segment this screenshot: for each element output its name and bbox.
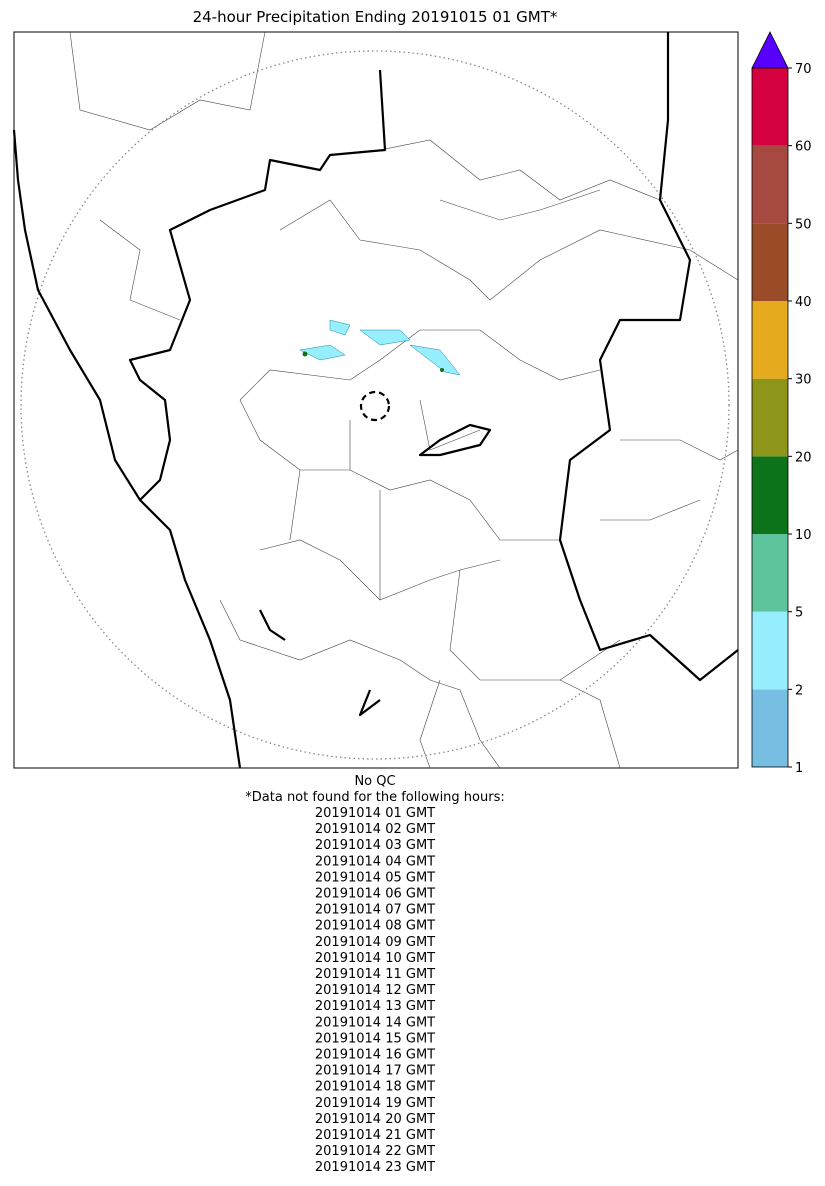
colorbar-tick-label: 30: [795, 373, 812, 388]
map: [12, 31, 739, 769]
missing-hour: 20191014 20 GMT: [315, 1112, 435, 1127]
colorbar-segment: [752, 534, 788, 612]
missing-hour: 20191014 18 GMT: [315, 1080, 435, 1095]
colorbar: 1 2 5 10 20 30 40 50 60 70: [751, 31, 812, 776]
colorbar-segment: [752, 301, 788, 379]
colorbar-tick-label: 2: [795, 683, 803, 698]
missing-hour: 20191014 17 GMT: [315, 1064, 435, 1079]
colorbar-tick-label: 1: [795, 761, 803, 776]
colorbar-tick-label: 10: [795, 528, 812, 543]
colorbar-tick-label: 60: [795, 140, 812, 155]
colorbar-segment: [752, 378, 788, 457]
missing-hour: 20191014 19 GMT: [315, 1096, 435, 1111]
missing-hour: 20191014 15 GMT: [315, 1031, 435, 1046]
missing-hour: 20191014 06 GMT: [315, 887, 435, 902]
missing-hour: 20191014 12 GMT: [315, 983, 435, 998]
colorbar-tick-label: 20: [795, 450, 812, 465]
missing-hour: 20191014 09 GMT: [315, 935, 435, 950]
missing-note: *Data not found for the following hours:: [245, 790, 504, 805]
missing-hour: 20191014 22 GMT: [315, 1144, 435, 1159]
footer: No QC *Data not found for the following …: [245, 774, 504, 1175]
missing-hour: 20191014 11 GMT: [315, 967, 435, 982]
colorbar-segment: [752, 145, 788, 224]
colorbar-segment: [752, 689, 788, 767]
missing-hour: 20191014 05 GMT: [315, 870, 435, 885]
missing-hour: 20191014 04 GMT: [315, 854, 435, 869]
missing-hour: 20191014 21 GMT: [315, 1128, 435, 1143]
missing-hour: 20191014 13 GMT: [315, 999, 435, 1014]
map-title: 24-hour Precipitation Ending 20191015 01…: [193, 8, 558, 26]
missing-hour: 20191014 03 GMT: [315, 838, 435, 853]
missing-hour: 20191014 07 GMT: [315, 903, 435, 918]
colorbar-tick-label: 70: [795, 62, 812, 77]
missing-hour: 20191014 10 GMT: [315, 951, 435, 966]
qc-note: No QC: [354, 774, 395, 789]
missing-hour: 20191014 23 GMT: [315, 1160, 435, 1175]
colorbar-frame: [751, 67, 789, 768]
missing-hour: 20191014 01 GMT: [315, 806, 435, 821]
colorbar-extend: [751, 31, 789, 69]
missing-hour: 20191014 16 GMT: [315, 1048, 435, 1063]
missing-hour: 20191014 14 GMT: [315, 1015, 435, 1030]
colorbar-segment: [752, 223, 788, 301]
missing-hour: 20191014 02 GMT: [315, 822, 435, 837]
colorbar-segment: [752, 611, 788, 690]
colorbar-tick-label: 40: [795, 295, 812, 310]
colorbar-segment: [752, 68, 788, 146]
colorbar-tick-label: 5: [795, 606, 803, 621]
colorbar-tick-label: 50: [795, 217, 812, 232]
missing-hour: 20191014 08 GMT: [315, 919, 435, 934]
colorbar-segment: [752, 456, 788, 534]
